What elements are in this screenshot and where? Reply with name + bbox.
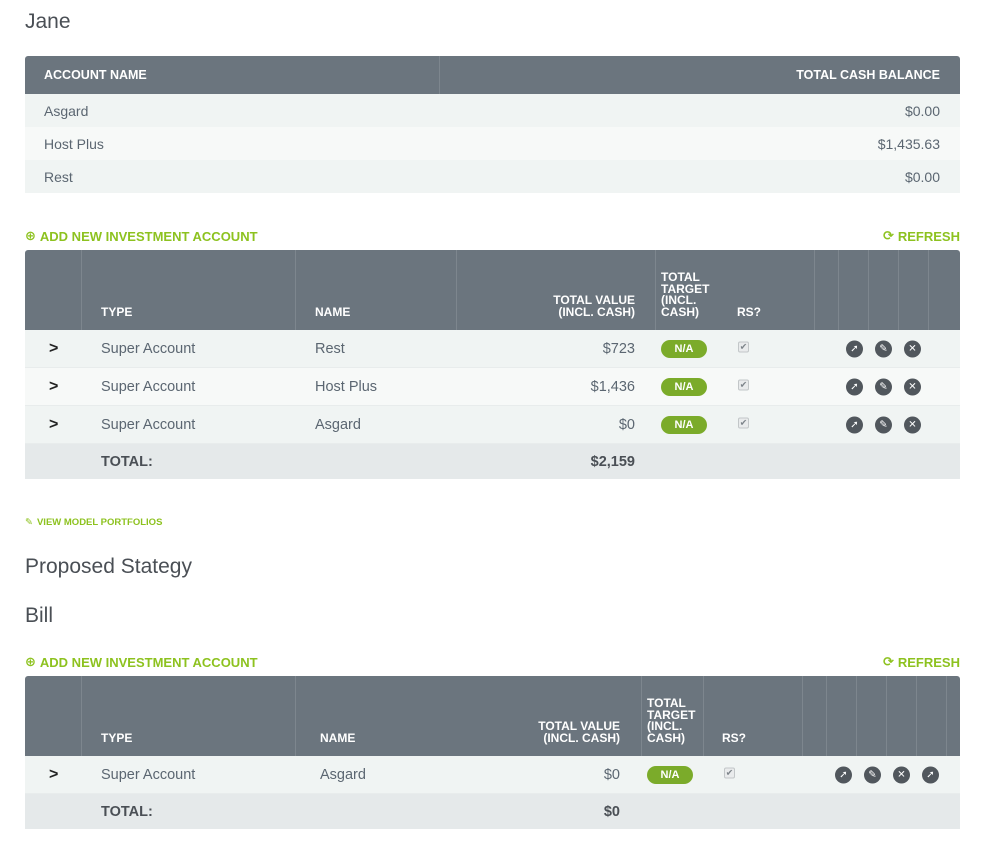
account-total-value: $0 — [603, 766, 620, 783]
table-row: > Super Account Host Plus $1,436 N/A ✔ ➚… — [25, 368, 960, 406]
account-name: Asgard — [320, 766, 366, 783]
add-investment-account-link[interactable]: ⊕ ADD NEW INVESTMENT ACCOUNT — [25, 228, 258, 244]
rs-checkbox[interactable]: ✔ — [738, 417, 749, 429]
client-name-bill: Bill — [25, 604, 54, 627]
share-icon[interactable]: ➚ — [846, 378, 863, 395]
target-badge: N/A — [661, 339, 707, 358]
col-type: TYPE — [101, 304, 133, 319]
share-icon[interactable]: ➚ — [922, 766, 939, 783]
total-row: TOTAL: $0 — [25, 794, 960, 829]
col-name: NAME — [315, 304, 351, 319]
account-name: Asgard — [315, 416, 361, 433]
client-name-jane: Jane — [25, 10, 71, 33]
rs-checkbox[interactable]: ✔ — [738, 379, 749, 391]
cash-account-name: Host Plus — [44, 135, 104, 152]
cash-row: Host Plus $1,435.63 — [25, 127, 960, 160]
account-name: Rest — [315, 340, 345, 357]
cash-balance: $0.00 — [904, 102, 940, 119]
total-value: $2,159 — [590, 453, 635, 470]
account-type: Super Account — [101, 340, 196, 357]
investment-accounts-table: TYPE NAME TOTAL VALUE (INCL. CASH) TOTAL… — [25, 676, 960, 829]
table-row: > Super Account Asgard $0 N/A ✔ ➚ ✎ ✕ ➚ — [25, 756, 960, 794]
edit-icon[interactable]: ✎ — [864, 766, 881, 783]
add-investment-account-label: ADD NEW INVESTMENT ACCOUNT — [39, 228, 258, 244]
total-value: $0 — [603, 803, 620, 820]
col-total-value: TOTAL VALUE (INCL. CASH) — [553, 293, 635, 319]
cash-balance: $1,435.63 — [877, 135, 940, 152]
target-badge: N/A — [661, 415, 707, 434]
add-investment-account-link[interactable]: ⊕ ADD NEW INVESTMENT ACCOUNT — [25, 654, 258, 670]
refresh-icon: ⟳ — [882, 228, 894, 243]
account-type: Super Account — [101, 416, 196, 433]
account-total-value: $723 — [602, 340, 635, 357]
investment-accounts-table: TYPE NAME TOTAL VALUE (INCL. CASH) TOTAL… — [25, 250, 960, 479]
account-total-value: $1,436 — [590, 378, 635, 395]
investment-table-header: TYPE NAME TOTAL VALUE (INCL. CASH) TOTAL… — [25, 250, 960, 330]
refresh-link[interactable]: ⟳ REFRESH — [883, 228, 960, 244]
share-icon[interactable]: ➚ — [835, 766, 852, 783]
col-total-target: TOTAL TARGET (INCL. CASH) — [661, 270, 710, 319]
account-type: Super Account — [101, 378, 196, 395]
expand-chevron-icon[interactable]: > — [49, 339, 59, 357]
delete-icon[interactable]: ✕ — [893, 766, 910, 783]
col-rs: RS? — [737, 304, 761, 319]
delete-icon[interactable]: ✕ — [904, 340, 921, 357]
rs-checkbox[interactable]: ✔ — [724, 767, 735, 779]
cash-balance: $0.00 — [904, 168, 940, 185]
col-total-value: TOTAL VALUE (INCL. CASH) — [538, 719, 620, 745]
cash-account-name: Asgard — [44, 102, 89, 119]
cash-balance-table: ACCOUNT NAME TOTAL CASH BALANCE Asgard $… — [25, 56, 960, 193]
expand-chevron-icon[interactable]: > — [49, 765, 59, 783]
col-total-target: TOTAL TARGET (INCL. CASH) — [647, 696, 696, 745]
edit-icon[interactable]: ✎ — [875, 416, 892, 433]
plus-circle-icon: ⊕ — [25, 654, 36, 669]
delete-icon[interactable]: ✕ — [904, 416, 921, 433]
col-rs: RS? — [722, 730, 746, 745]
rs-checkbox[interactable]: ✔ — [738, 341, 749, 353]
total-label: TOTAL: — [101, 803, 153, 820]
delete-icon[interactable]: ✕ — [904, 378, 921, 395]
table-row: > Super Account Asgard $0 N/A ✔ ➚ ✎ ✕ — [25, 406, 960, 444]
view-model-portfolios-link[interactable]: ✎ VIEW MODEL PORTFOLIOS — [25, 517, 162, 528]
refresh-label: REFRESH — [897, 654, 960, 670]
cash-row: Rest $0.00 — [25, 160, 960, 193]
expand-chevron-icon[interactable]: > — [49, 415, 59, 433]
target-badge: N/A — [661, 377, 707, 396]
col-name: NAME — [320, 730, 356, 745]
cash-account-name: Rest — [44, 168, 73, 185]
share-icon[interactable]: ➚ — [846, 416, 863, 433]
pencil-icon: ✎ — [25, 517, 33, 528]
investment-table-header: TYPE NAME TOTAL VALUE (INCL. CASH) TOTAL… — [25, 676, 960, 756]
share-icon[interactable]: ➚ — [846, 340, 863, 357]
refresh-label: REFRESH — [897, 228, 960, 244]
edit-icon[interactable]: ✎ — [875, 378, 892, 395]
add-investment-account-label: ADD NEW INVESTMENT ACCOUNT — [39, 654, 258, 670]
account-name: Host Plus — [315, 378, 378, 395]
proposed-strategy-heading: Proposed Stategy — [25, 555, 192, 578]
cash-row: Asgard $0.00 — [25, 94, 960, 127]
account-total-value: $0 — [618, 416, 635, 433]
col-account-name: ACCOUNT NAME — [25, 56, 440, 94]
cash-table-header: ACCOUNT NAME TOTAL CASH BALANCE — [25, 56, 960, 94]
expand-chevron-icon[interactable]: > — [49, 377, 59, 395]
edit-icon[interactable]: ✎ — [875, 340, 892, 357]
total-row: TOTAL: $2,159 — [25, 444, 960, 479]
target-badge: N/A — [647, 765, 693, 784]
plus-circle-icon: ⊕ — [25, 228, 36, 243]
total-label: TOTAL: — [101, 453, 153, 470]
account-type: Super Account — [101, 766, 196, 783]
view-model-portfolios-label: VIEW MODEL PORTFOLIOS — [36, 517, 163, 528]
col-total-cash-balance: TOTAL CASH BALANCE — [796, 68, 940, 82]
col-type: TYPE — [101, 730, 133, 745]
table-row: > Super Account Rest $723 N/A ✔ ➚ ✎ ✕ — [25, 330, 960, 368]
refresh-link[interactable]: ⟳ REFRESH — [883, 654, 960, 670]
refresh-icon: ⟳ — [882, 654, 894, 669]
